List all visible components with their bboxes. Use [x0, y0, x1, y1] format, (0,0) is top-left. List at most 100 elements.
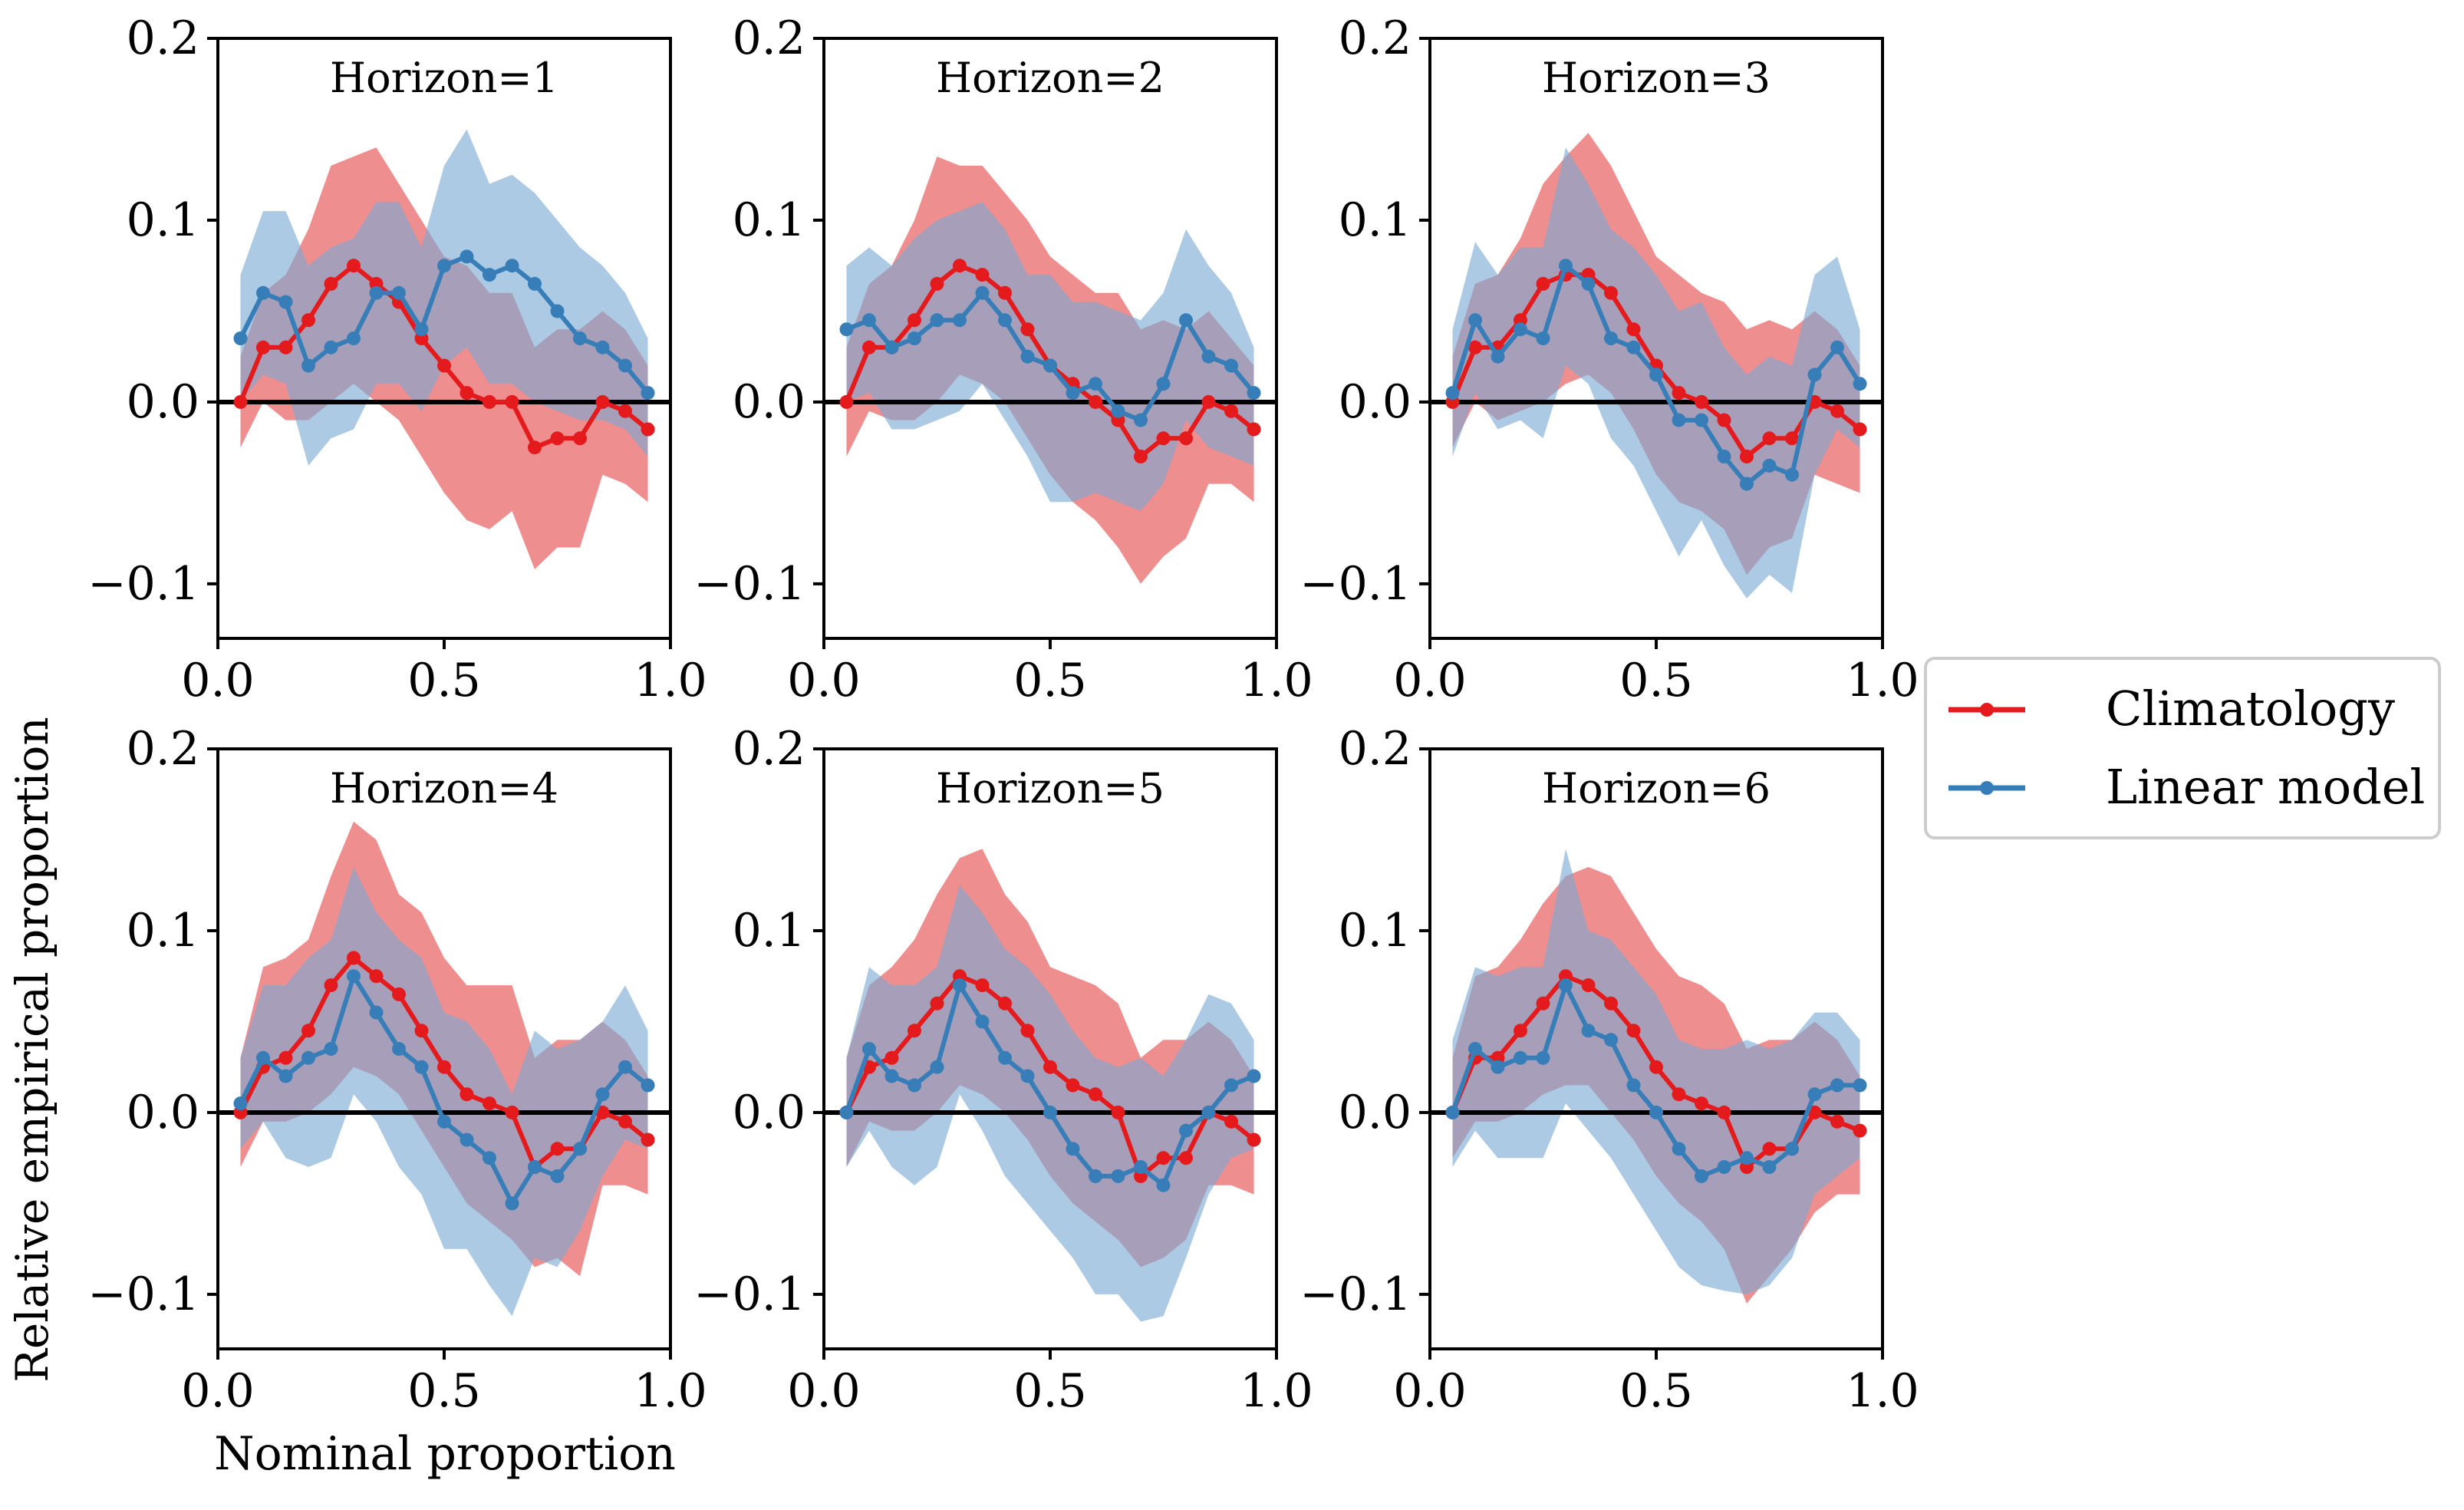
- panel-2-linear-model-point: [1089, 377, 1102, 391]
- panel-1-linear-model-point: [550, 304, 565, 318]
- panel-1-linear-model-point: [618, 358, 632, 373]
- panel-6-xtick-label: 1.0: [1846, 1364, 1919, 1418]
- panel-6-climatology-point: [1672, 1087, 1686, 1102]
- panel-1-climatology-point: [347, 259, 361, 273]
- panel-5-linear-model-point: [908, 1078, 921, 1093]
- panel-5-linear-model-point: [1134, 1160, 1148, 1174]
- panel-3-linear-model-point: [1807, 368, 1822, 382]
- panel-2-linear-model-band: [846, 202, 1254, 512]
- panel-4-linear-model-point: [324, 1042, 338, 1056]
- panel-1-climatology-point: [483, 394, 496, 409]
- panel-3-title: Horizon=3: [1542, 54, 1771, 102]
- panel-4-climatology-point: [369, 969, 384, 984]
- panel-6-climatology-point: [1695, 1096, 1708, 1111]
- panel-1-linear-model-point: [347, 331, 361, 345]
- panel-1-linear-model-point: [437, 259, 451, 273]
- panel-3-linear-model-point: [1604, 331, 1618, 345]
- panel-5-ytick-label: 0.0: [733, 1086, 805, 1139]
- panel-3-xtick-label: 0.0: [1393, 654, 1466, 707]
- panel-4-linear-model-point: [437, 1114, 451, 1129]
- panel-5-climatology-point: [1156, 1151, 1171, 1165]
- panel-3-climatology-point: [1536, 276, 1550, 291]
- panel-1: −0.1 0.0 0.1 0.2 0.0 0.5 1.0 Horizon=1: [87, 12, 707, 707]
- panel-1-linear-model-point: [528, 276, 542, 291]
- panel-6-linear-model-point: [1785, 1142, 1799, 1156]
- panel-4-ytick-label: 0.1: [127, 904, 199, 958]
- panel-3-linear-model-point: [1740, 476, 1754, 491]
- panel-6-climatology-point: [1536, 996, 1550, 1011]
- panel-5-ytick-label: −0.1: [693, 1268, 805, 1321]
- panel-5-xtick-label: 0.5: [1013, 1364, 1086, 1418]
- panel-2-climatology-point: [839, 394, 854, 409]
- panel-3-ytick-label: 0.2: [1339, 12, 1412, 65]
- panel-1-linear-model-point: [324, 340, 338, 354]
- panel-2-linear-model-point: [1224, 358, 1238, 373]
- panel-6-climatology-point: [1762, 1142, 1777, 1156]
- panel-4-climatology-point: [414, 1024, 429, 1038]
- panel-2-linear-model-point: [1020, 349, 1035, 364]
- panel-2-climatology-point: [953, 259, 967, 273]
- panel-1-climatology-point: [595, 394, 610, 409]
- panel-2-climatology-point: [1156, 431, 1171, 446]
- panel-3-climatology-point: [1604, 285, 1618, 300]
- panel-2-climatology-point: [998, 285, 1012, 300]
- panel-5-climatology-point: [1111, 1105, 1125, 1119]
- panel-2-climatology-point: [1179, 431, 1193, 446]
- panel-2-linear-model-point: [930, 313, 944, 328]
- panel-5-linear-model-point: [884, 1069, 899, 1083]
- panel-3-linear-model-point: [1514, 322, 1527, 337]
- panel-1-linear-model-point: [505, 259, 519, 273]
- x-axis-label: Nominal proportion: [214, 1427, 676, 1481]
- panel-1-climatology-point: [256, 340, 270, 354]
- panel-3-linear-model-point: [1649, 368, 1663, 382]
- panel-4-climatology-point: [618, 1114, 632, 1129]
- panel-6-climatology-point: [1581, 978, 1596, 993]
- panel-1-ytick-label: 0.1: [127, 193, 199, 247]
- panel-2-xtick-label: 0.0: [787, 654, 860, 707]
- panel-4-climatology-point: [278, 1050, 293, 1065]
- panel-4-linear-model-point: [505, 1196, 519, 1211]
- panel-3-linear-model-point: [1830, 340, 1844, 354]
- panel-3-linear-model-point: [1491, 349, 1505, 364]
- panel-1-linear-model-point: [460, 249, 474, 264]
- panel-1-linear-model-point: [595, 340, 610, 354]
- panel-3-climatology-point: [1785, 431, 1799, 446]
- legend-climatology-label: Climatology: [2106, 681, 2395, 737]
- panel-2-climatology-point: [908, 313, 921, 328]
- panel-1-linear-model-point: [641, 386, 655, 401]
- panel-3-linear-model-point: [1581, 276, 1596, 291]
- panel-1-climatology-point: [550, 431, 565, 446]
- panel-2-xtick-label: 0.5: [1013, 654, 1086, 707]
- panel-1-linear-model-point: [278, 295, 293, 309]
- panel-5-climatology-point: [998, 996, 1012, 1011]
- panel-6-linear-model-point: [1581, 1024, 1596, 1038]
- panel-1-climatology-point: [618, 404, 632, 418]
- panel-3-climatology-point: [1830, 404, 1844, 418]
- legend-frame: [1924, 657, 2441, 839]
- panel-5-ytick-label: 0.2: [733, 722, 805, 776]
- panel-2-linear-model-point: [1247, 386, 1261, 401]
- panel-4-climatology-point: [460, 1087, 474, 1102]
- panel-4-climatology-point: [550, 1142, 565, 1156]
- legend: Climatology Linear model: [1924, 657, 2441, 839]
- panel-1-linear-model-point: [256, 285, 270, 300]
- panel-5-linear-model-point: [1156, 1178, 1171, 1192]
- panel-2-xtick-label: 1.0: [1240, 654, 1313, 707]
- panel-1-linear-model-point: [233, 331, 248, 345]
- panel-4-linear-model-point: [483, 1151, 496, 1165]
- panel-6-linear-model-point: [1514, 1050, 1527, 1065]
- panel-3-climatology-point: [1740, 450, 1754, 463]
- panel-3-climatology-point: [1672, 386, 1686, 401]
- panel-2-linear-model-point: [1156, 377, 1171, 391]
- panel-5-climatology-point: [1224, 1114, 1238, 1129]
- panel-1-xtick-label: 1.0: [634, 654, 707, 707]
- panel-2-ytick-label: 0.2: [733, 12, 805, 65]
- panel-1-climatology-point: [278, 340, 293, 354]
- panel-1-climatology-point: [233, 394, 248, 409]
- panel-6-linear-model-point: [1762, 1160, 1777, 1174]
- panel-1-climatology-point: [505, 394, 519, 409]
- panel-1-xtick-label: 0.0: [181, 654, 254, 707]
- panel-5-climatology-point: [908, 1024, 921, 1038]
- panel-5-linear-model-point: [1111, 1169, 1125, 1183]
- panel-1-linear-model-point: [392, 285, 406, 300]
